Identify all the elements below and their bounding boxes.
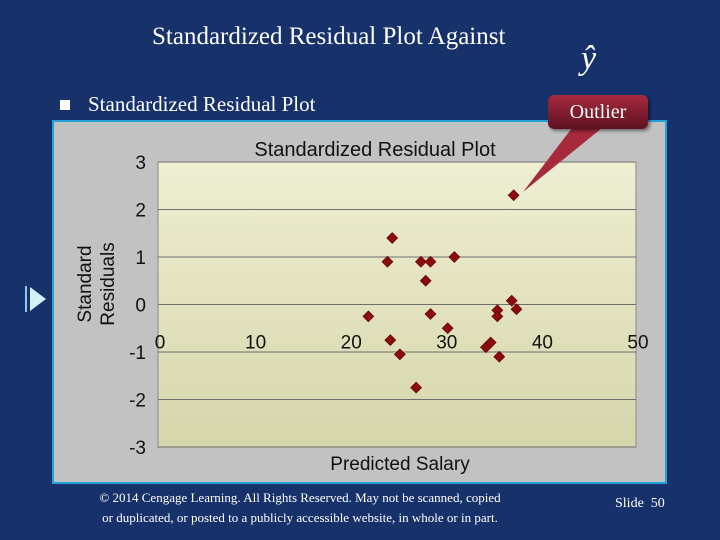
x-tick-label: 50 (627, 333, 648, 354)
data-point (381, 255, 394, 268)
slide-number: Slide 50 (615, 496, 665, 512)
copyright-notice: © 2014 Cengage Learning. All Rights Rese… (40, 488, 560, 528)
data-point (362, 310, 375, 323)
y-axis-label-line1: Standard (75, 245, 96, 322)
slide-number-value: 50 (650, 496, 665, 511)
data-point (505, 294, 518, 307)
data-point (484, 336, 497, 349)
x-tick-label: 0 (155, 333, 166, 354)
data-point (414, 255, 427, 268)
copyright-line-2: or duplicated, or posted to a publicly a… (102, 510, 498, 525)
data-point (393, 348, 406, 361)
y-tick-label: 0 (135, 296, 146, 317)
x-tick-label: 10 (245, 333, 266, 354)
copyright-line-1: © 2014 Cengage Learning. All Rights Rese… (99, 490, 501, 505)
y-tick-label: -3 (129, 438, 146, 459)
data-point (384, 334, 397, 347)
data-point (441, 322, 454, 335)
y-tick-label: -2 (129, 391, 146, 412)
data-point (448, 251, 461, 263)
y-hat-symbol: ŷ (578, 40, 597, 76)
data-point (491, 310, 504, 323)
data-point (507, 189, 520, 202)
square-bullet-icon (60, 100, 70, 110)
y-tick-label: 1 (135, 248, 146, 269)
data-point (424, 308, 437, 320)
x-tick-label: 20 (341, 333, 362, 354)
y-tick-label: 3 (135, 153, 146, 174)
nav-arrow-bar[interactable] (25, 286, 27, 312)
slide-title-text: Standardized Residual Plot Against (152, 23, 506, 50)
data-point (424, 255, 437, 268)
data-point (419, 274, 432, 287)
outlier-callout: Outlier (548, 95, 648, 129)
y-hat-glyph: ŷ (578, 40, 597, 76)
play-arrow-icon[interactable] (30, 287, 46, 311)
y-tick-label: -1 (129, 343, 146, 364)
data-point (386, 232, 399, 244)
x-tick-label: 30 (436, 333, 457, 354)
chart-title: Standardized Residual Plot (254, 139, 496, 161)
bullet-text: Standardized Residual Plot (88, 92, 316, 116)
data-point (510, 303, 523, 316)
slide-title: Standardized Residual Plot Against ŷ (0, 20, 720, 76)
slide-label: Slide (615, 496, 644, 511)
data-point (493, 350, 506, 363)
data-point (410, 381, 423, 394)
y-tick-label: 2 (135, 201, 146, 222)
y-axis-label-line2: Residuals (98, 242, 119, 325)
x-tick-label: 40 (532, 333, 553, 354)
x-axis-label: Predicted Salary (330, 454, 470, 475)
